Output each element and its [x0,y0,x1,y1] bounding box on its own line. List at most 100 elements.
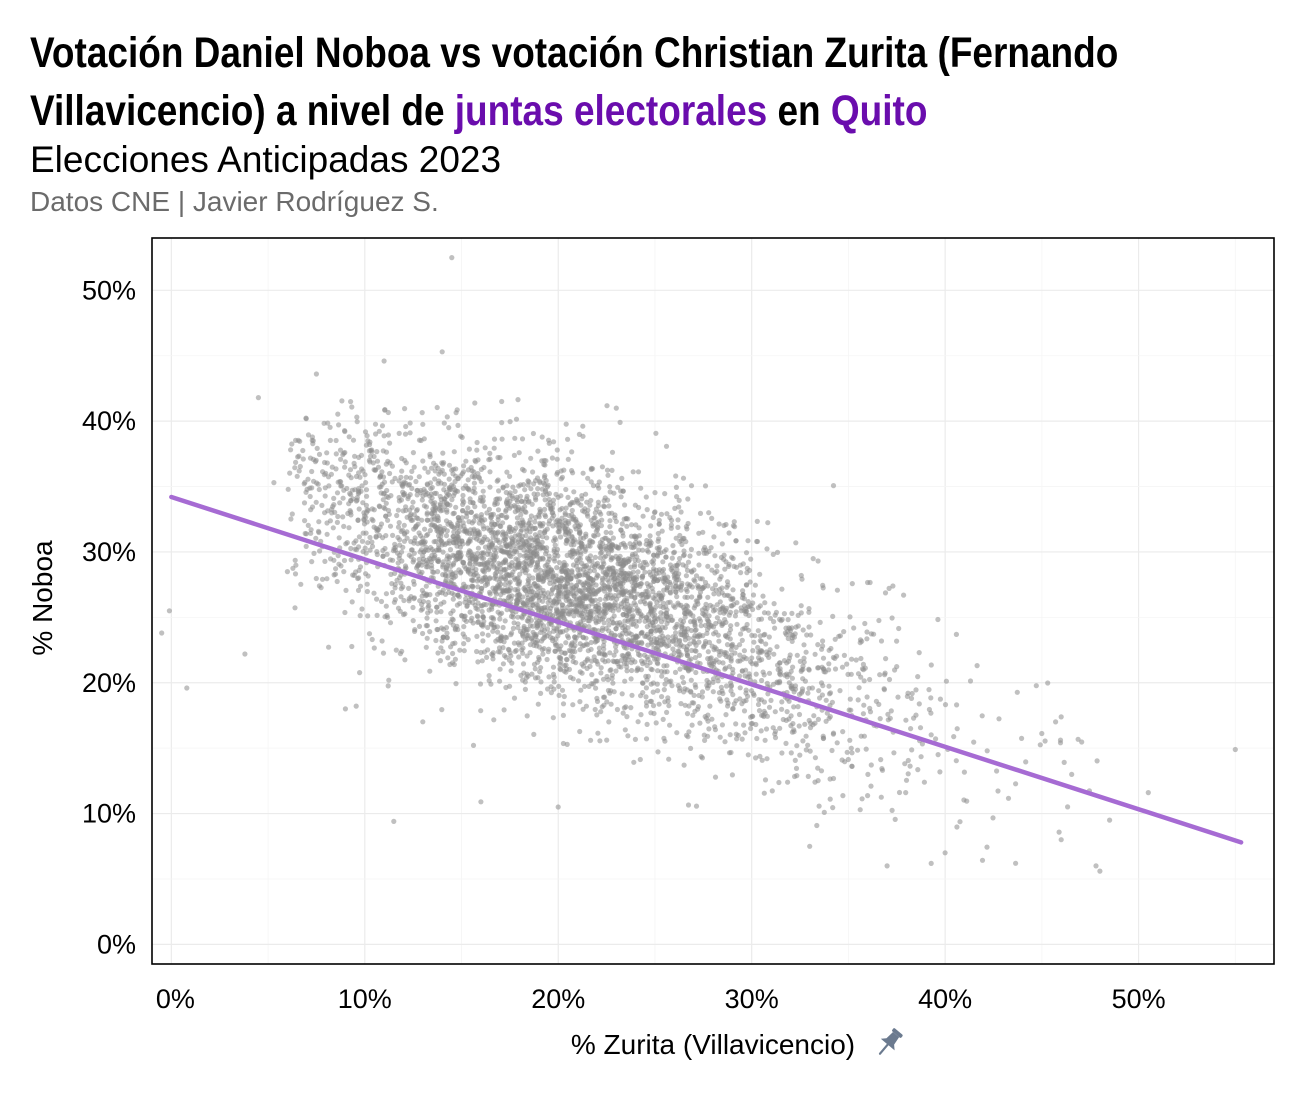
data-point [676,638,682,645]
data-point [423,583,429,589]
data-point [741,708,748,714]
pin-icon-body [880,1032,900,1051]
data-point [507,579,513,585]
data-point [847,614,853,620]
data-point [583,703,590,709]
data-point [489,604,495,610]
data-point [514,497,520,503]
data-point [560,523,566,529]
data-point [349,599,355,605]
data-point [537,529,543,535]
data-point [550,497,557,503]
data-point [490,562,496,568]
data-point [475,545,481,551]
data-point [774,549,781,556]
data-point [541,590,547,597]
data-point [504,469,510,475]
data-point [360,468,366,474]
data-point [637,652,643,659]
data-point [599,464,606,470]
data-point [817,695,823,701]
data-point [818,768,825,774]
data-point [450,641,456,647]
data-point [535,448,541,454]
data-point [382,545,388,552]
data-point [521,547,527,553]
data-point [593,528,599,534]
data-point [864,694,870,700]
data-point [734,621,740,627]
data-point [478,708,484,714]
data-point [788,723,794,729]
data-point [445,655,451,661]
data-point [342,464,348,470]
data-point [741,648,748,654]
data-point [674,494,680,500]
data-point [326,644,332,650]
data-point [631,564,638,570]
data-point [741,625,748,631]
data-point [538,508,544,514]
data-point [553,600,559,607]
data-point [807,843,813,849]
data-point [1014,689,1020,695]
data-point [441,599,447,605]
data-point [741,722,747,728]
data-point [979,713,985,719]
data-point [754,518,760,525]
data-point [577,669,583,675]
data-point [300,456,306,462]
data-point [657,614,663,621]
data-point [688,677,694,683]
data-point [550,574,556,580]
data-point [1037,742,1043,748]
data-point [589,658,595,664]
data-point [475,606,481,612]
plot-panel-border [151,237,1275,965]
data-point [429,565,435,571]
data-point [325,420,331,426]
data-point [683,629,689,635]
data-point [427,668,433,674]
data-point [341,557,348,564]
data-point [768,697,774,704]
data-point [520,600,527,606]
data-point [460,559,466,565]
data-point [480,638,486,644]
data-point [289,441,295,447]
data-point [606,503,612,509]
data-point [408,547,415,553]
data-point [563,540,569,546]
data-point [665,695,671,701]
data-point [622,606,628,612]
data-point [716,638,722,644]
data-point [774,644,780,650]
data-point [682,594,688,600]
data-point [487,484,493,490]
data-point [401,597,407,604]
data-point [333,451,339,457]
data-point [568,607,574,613]
data-point [758,728,764,734]
data-point [783,625,789,631]
data-point [435,558,442,564]
data-point [463,510,469,516]
data-point [424,510,430,516]
data-point [745,693,751,699]
data-point [728,688,734,694]
data-point [743,582,750,588]
data-point [661,587,667,593]
data-point [242,651,248,657]
data-point [331,557,337,563]
data-point [390,532,396,539]
data-point [544,626,551,632]
data-point [799,667,805,673]
data-point [594,658,600,665]
data-point [673,535,679,541]
data-point [620,591,626,597]
data-point [428,486,434,492]
data-point [730,587,736,593]
data-point [300,447,306,454]
data-point [486,678,492,684]
data-point [505,550,512,557]
